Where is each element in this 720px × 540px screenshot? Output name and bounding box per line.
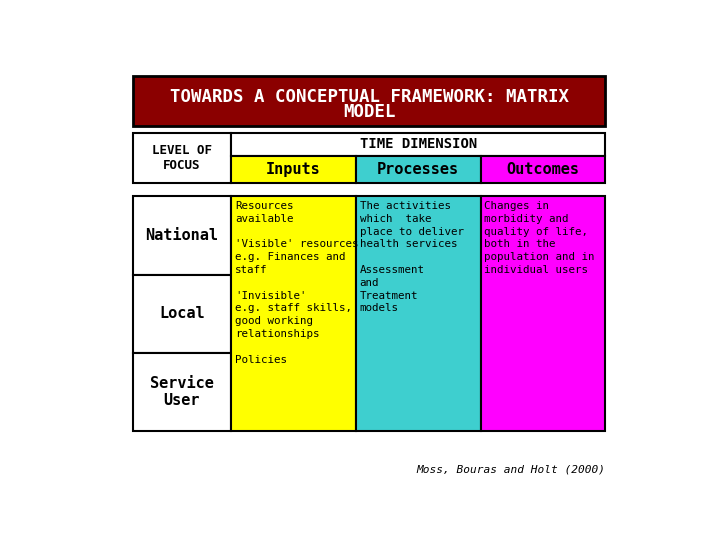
Text: Inputs: Inputs [266,161,321,177]
FancyBboxPatch shape [231,156,356,183]
FancyBboxPatch shape [132,197,231,275]
Text: National: National [145,228,218,243]
FancyBboxPatch shape [231,132,606,156]
Text: TOWARDS A CONCEPTUAL FRAMEWORK: MATRIX: TOWARDS A CONCEPTUAL FRAMEWORK: MATRIX [169,89,569,106]
FancyBboxPatch shape [132,353,231,431]
Text: MODEL: MODEL [343,103,395,122]
FancyBboxPatch shape [132,132,231,183]
Text: Local: Local [159,306,204,321]
FancyBboxPatch shape [356,156,481,183]
Text: Service
User: Service User [150,376,214,408]
FancyBboxPatch shape [481,156,606,183]
FancyBboxPatch shape [231,197,356,431]
Text: Changes in
morbidity and
quality of life,
both in the
population and in
individu: Changes in morbidity and quality of life… [485,201,595,275]
Text: TIME DIMENSION: TIME DIMENSION [359,137,477,151]
Text: Outcomes: Outcomes [506,161,580,177]
Text: Resources
available

'Visible' resources
e.g. Finances and
staff

'Invisible'
e.: Resources available 'Visible' resources … [235,201,359,364]
FancyBboxPatch shape [132,76,606,126]
Text: Moss, Bouras and Holt (2000): Moss, Bouras and Holt (2000) [416,464,606,474]
Text: LEVEL OF
FOCUS: LEVEL OF FOCUS [152,144,212,172]
Text: The activities
which  take
place to deliver
health services

Assessment
and
Trea: The activities which take place to deliv… [360,201,464,314]
Text: Processes: Processes [377,161,459,177]
FancyBboxPatch shape [132,275,231,353]
FancyBboxPatch shape [481,197,606,431]
FancyBboxPatch shape [356,197,481,431]
